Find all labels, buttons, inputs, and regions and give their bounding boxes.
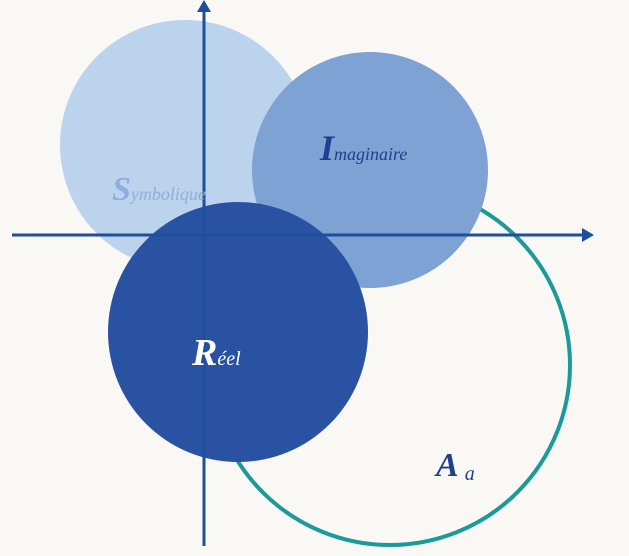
rsi-diagram: Symbolique Imaginaire Réel Aa: [0, 0, 629, 556]
y-axis-arrow: [197, 0, 211, 12]
x-axis-arrow: [582, 228, 594, 242]
a-label: Aa: [434, 447, 475, 485]
reel-circle: [108, 202, 368, 462]
